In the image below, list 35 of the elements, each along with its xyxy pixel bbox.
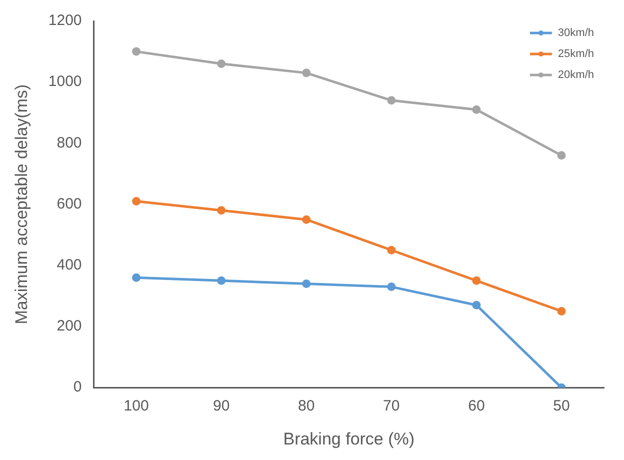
x-tick-label: 50 <box>553 398 570 415</box>
x-tick-label: 60 <box>468 398 485 415</box>
point <box>302 279 311 288</box>
point <box>472 276 481 285</box>
point <box>132 196 141 206</box>
point <box>557 306 566 316</box>
point <box>217 60 226 68</box>
point <box>302 68 311 78</box>
y-tick-label: 1000 <box>48 73 82 90</box>
y-tick-label: 0 <box>73 378 82 396</box>
y-tick-label: 800 <box>56 134 82 152</box>
legend-label: 25km/h <box>558 48 594 60</box>
legend-label: 20km/h <box>558 69 594 82</box>
point <box>472 105 481 114</box>
point <box>132 273 141 282</box>
point <box>302 215 311 224</box>
point <box>132 47 141 56</box>
point <box>387 96 396 105</box>
x-tick-label: 80 <box>298 398 315 415</box>
point <box>557 151 566 160</box>
point <box>387 246 396 254</box>
y-tick-label: 600 <box>56 195 82 212</box>
point <box>217 206 226 215</box>
point <box>387 282 396 292</box>
y-axis-title: Maximum acceptable delay(ms) <box>12 84 31 324</box>
x-tick-label: 100 <box>124 398 149 415</box>
y-tick-label: 400 <box>56 256 82 274</box>
x-tick-label: 70 <box>383 398 400 415</box>
point <box>217 276 226 285</box>
y-tick-label: 200 <box>56 318 82 335</box>
legend-label: 30km/h <box>558 27 594 40</box>
x-tick-label: 90 <box>212 398 230 415</box>
x-axis-title: Braking force (%) <box>283 429 415 448</box>
y-tick-label: 1200 <box>48 12 82 30</box>
point <box>472 300 481 310</box>
